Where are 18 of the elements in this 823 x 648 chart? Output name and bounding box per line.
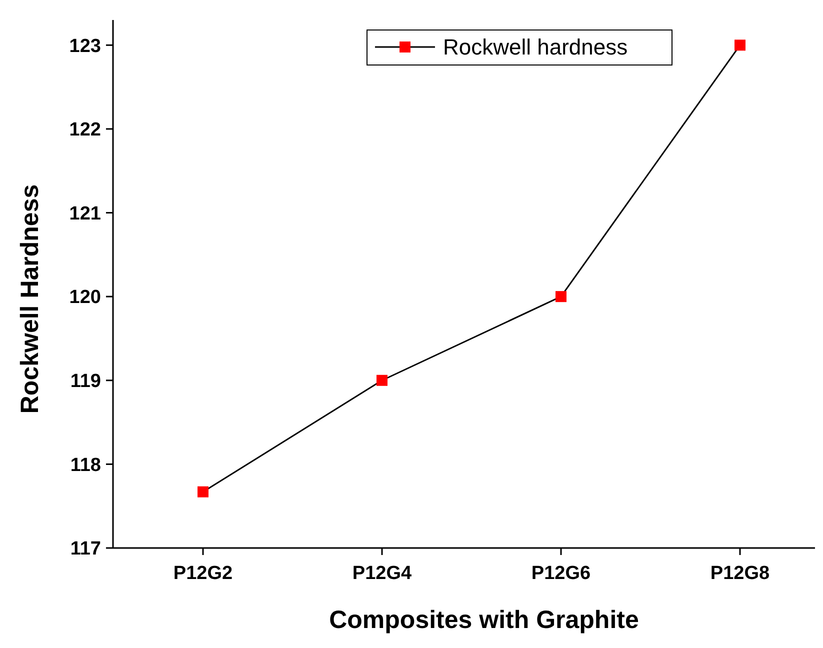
point xyxy=(556,291,566,302)
y-tick-label: 119 xyxy=(70,371,101,392)
y-tick-label: 122 xyxy=(69,120,101,141)
x-axis-title: Composites with Graphite xyxy=(329,606,639,634)
y-tick-label: 120 xyxy=(69,287,101,308)
x-tick-label: P12G6 xyxy=(531,563,591,584)
y-tick-label: 118 xyxy=(70,454,101,476)
x-tick-label: P12G2 xyxy=(173,563,233,584)
x-tick-label: P12G8 xyxy=(710,563,770,584)
legend-label: Rockwell hardness xyxy=(443,34,628,60)
y-axis-title: Rockwell Hardness xyxy=(16,184,44,414)
point xyxy=(198,486,208,498)
point xyxy=(734,40,746,51)
point xyxy=(376,374,388,386)
y-tick-label: 121 xyxy=(69,203,102,224)
y-tick-label: 123 xyxy=(69,36,101,57)
y-tick-label: 117 xyxy=(70,538,101,560)
x-tick-label: P12G4 xyxy=(352,563,412,584)
